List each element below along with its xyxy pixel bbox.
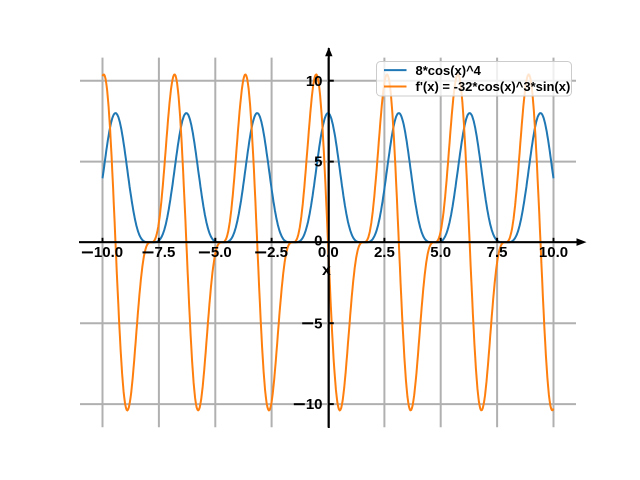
- svg-text:10: 10: [306, 396, 323, 413]
- svg-text:2.5: 2.5: [267, 244, 288, 261]
- svg-text:5: 5: [314, 154, 322, 171]
- svg-text:10.0: 10.0: [94, 244, 123, 261]
- svg-text:5.0: 5.0: [430, 244, 451, 261]
- svg-text:2.5: 2.5: [374, 244, 395, 261]
- svg-text:x: x: [322, 262, 331, 279]
- svg-text:10.0: 10.0: [539, 244, 568, 261]
- svg-text:10: 10: [306, 73, 323, 90]
- svg-text:8*cos(x)^4: 8*cos(x)^4: [416, 63, 482, 78]
- svg-text:0.0: 0.0: [318, 244, 339, 261]
- svg-text:7.5: 7.5: [154, 244, 175, 261]
- svg-text:5.0: 5.0: [211, 244, 232, 261]
- svg-text:f'(x) = -32*cos(x)^3*sin(x): f'(x) = -32*cos(x)^3*sin(x): [416, 79, 571, 94]
- svg-text:0: 0: [314, 233, 322, 250]
- svg-text:7.5: 7.5: [487, 244, 508, 261]
- svg-text:5: 5: [314, 315, 322, 332]
